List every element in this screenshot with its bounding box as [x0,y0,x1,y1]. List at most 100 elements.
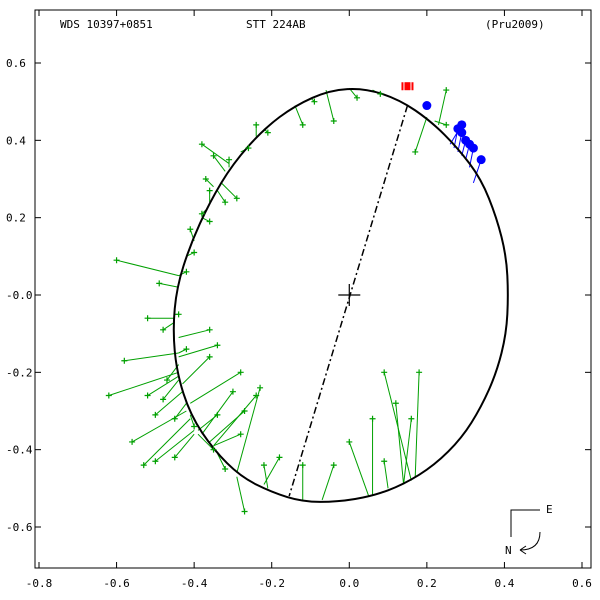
residual-line [147,375,179,396]
line-of-nodes [288,105,409,497]
y-tick-label: 0.4 [6,134,26,147]
residual-line [159,282,179,288]
observation-plus-marker [233,195,240,202]
speckle-point [457,128,467,138]
observation-plus-marker [257,384,264,391]
x-tick-label: 0.0 [339,577,359,590]
axis-tick-labels: -0.8 -0.6 -0.4 -0.2 0.0 0.2 0.4 0.6 -0.6 -0.4 -0.2… [6,57,592,590]
observation-plus-marker [229,388,236,395]
observation-plus-marker [237,369,244,376]
residual-line [189,414,195,427]
observation-plus-marker [264,129,271,136]
residual-line [414,116,428,153]
residual-line [162,379,180,400]
observation-plus-marker [140,462,147,469]
observation-plus-marker [206,218,213,225]
observation-plus-marker [222,199,229,206]
speckle-observations [422,101,486,165]
y-tick-label: -0.2 [6,366,33,379]
residual-line [321,464,335,501]
residual-line [220,182,238,199]
residual-line [108,371,179,397]
x-tick-label: -0.6 [103,577,130,590]
observation-plus-marker [191,423,198,430]
observation-plus-marker [210,446,217,453]
residual-line [174,402,187,420]
y-tick-label: -0.0 [6,289,33,302]
observation-plus-marker [443,121,450,128]
residual-line [434,120,447,126]
residual-line [190,371,241,404]
observation-plus-marker [222,466,229,472]
x-tick-label: -0.8 [26,577,53,590]
orientation-axes [510,509,540,537]
observation-plus-marker [160,396,167,403]
recent-point-body [404,82,411,91]
speckle-point [468,143,478,153]
observation-plus-marker [129,438,136,445]
residual-line [216,453,226,470]
observation-plus-marker [299,462,306,469]
residual-line [205,178,214,188]
observation-plus-marker [160,326,167,333]
observation-plus-marker [237,431,244,438]
residual-line [124,352,179,362]
residual-line [178,344,218,358]
observation-plus-marker [276,454,283,461]
observation-plus-marker [412,148,419,155]
y-tick-label: 0.6 [6,57,26,70]
observation-plus-marker [377,90,384,97]
observation-plus-marker [206,326,213,333]
observation-plus-marker [171,454,178,461]
x-tick-label: -0.4 [181,577,208,590]
observation-plus-marker [210,152,217,159]
primary-star-cross [338,284,361,306]
speckle-point [422,101,432,111]
observation-plus-marker [408,415,415,422]
observation-plus-marker [381,369,388,376]
observation-plus-marker [198,210,205,217]
direction-arrow-head [519,545,527,555]
observation-plus-marker [152,458,159,465]
observation-plus-marker [354,94,361,101]
observation-plus-marker [369,415,376,422]
residual-line [213,433,241,447]
speckle-point [476,155,486,165]
orientation-indicator: E N [505,503,553,557]
observation-plus-marker [144,392,151,399]
observation-plus-marker [175,311,182,318]
recent-observation-marker [401,82,414,91]
axis-ticks [35,10,591,568]
residual-line [143,418,191,466]
header-system-id: WDS 10397+0851 [60,18,153,31]
observation-plus-marker [253,392,260,399]
primary-cross [338,284,361,306]
y-tick-label: 0.2 [6,212,26,225]
orbit-ellipse [172,87,509,503]
residual-line [348,441,370,497]
residual-line [395,403,405,485]
residual-line [403,418,412,485]
residual-line [131,410,187,443]
x-tick-label: 0.2 [417,577,437,590]
residual-line [236,476,246,512]
residual-line [414,372,420,477]
observation-plus-marker [144,315,151,322]
observation-plus-marker [330,462,337,469]
observation-plus-marker [392,400,399,407]
plot-frame [34,9,592,569]
observation-plus-marker [206,353,213,360]
header-reference: (Pru2009) [485,18,545,31]
observation-plus-marker [443,87,450,94]
residual-line [216,190,226,203]
east-label: E [546,503,553,516]
observation-plus-marker [245,145,252,152]
observation-plus-marker [187,226,194,233]
observation-plus-marker [156,280,163,287]
observation-plus-marker [113,257,120,264]
y-tick-label: -0.6 [6,521,33,534]
residual-line [213,155,226,172]
residual-line [325,89,335,122]
